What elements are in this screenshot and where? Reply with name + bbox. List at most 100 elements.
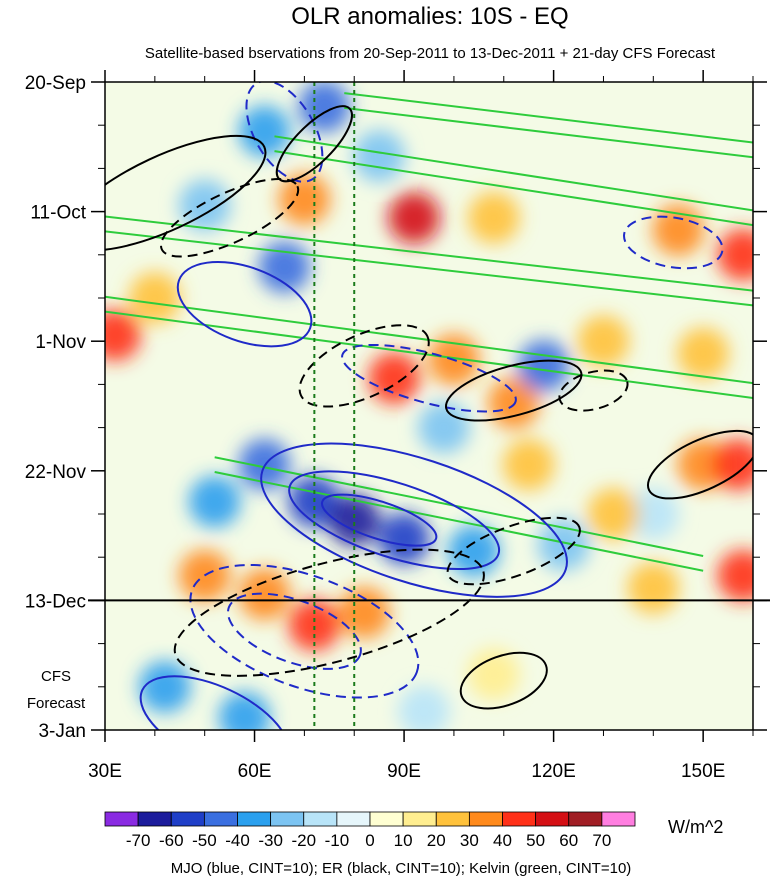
kelvin-contour-3-0	[214, 456, 704, 557]
colorbar-label-12: 50	[526, 831, 545, 850]
anomaly-blob-28	[712, 438, 753, 491]
colorbar-swatch-10	[435, 811, 470, 827]
anomaly-blob-40	[398, 685, 450, 730]
er-contour-8	[173, 548, 485, 677]
x-tick-label-3: 120E	[531, 761, 575, 782]
anomaly-blob-18	[418, 401, 470, 454]
kelvin-contour-1-0	[105, 215, 753, 292]
colorbar-swatch-1	[137, 811, 172, 827]
anomaly-blob-8	[652, 204, 705, 257]
y-tick-label-3: 22-Nov	[25, 462, 87, 483]
y-tick-label-5: 3-Jan	[38, 721, 86, 742]
mjo-contour-0	[245, 82, 324, 183]
colorbar-label-6: -10	[325, 831, 350, 850]
anomaly-blob-26	[627, 488, 680, 540]
colorbar-label-13: 60	[559, 831, 578, 850]
colorbar-label-1: -60	[159, 831, 184, 850]
anomaly-blob-10	[128, 272, 181, 324]
kelvin-contour-4-1	[344, 106, 753, 159]
x-tick-label-0: 30E	[88, 761, 122, 782]
anomaly-blob-36	[717, 549, 753, 602]
anomaly-blob-6	[388, 191, 440, 244]
colorbar-label-11: 40	[493, 831, 512, 850]
y-axis: 20-Sep 11-Oct 1-Nov 22-Nov 13-Dec 3-Jan	[25, 73, 767, 742]
colorbar-swatch-15	[601, 811, 636, 827]
mjo-contour-8	[139, 675, 290, 730]
colorbar-swatch-8	[369, 811, 404, 827]
colorbar-label-5: -20	[291, 831, 316, 850]
er-contour-1	[160, 178, 300, 258]
kelvin-contour-4-0	[344, 92, 753, 144]
plot-background	[105, 82, 753, 730]
anomaly-blob-15	[577, 315, 630, 368]
colorbar-swatch-5	[270, 811, 305, 827]
y-tick-label-4: 13-Dec	[25, 591, 86, 612]
anomaly-blob-7	[467, 191, 520, 244]
chart-subtitle: Satellite-based bservations from 20-Sep-…	[145, 45, 716, 62]
colorbar-label-2: -50	[192, 831, 217, 850]
er-contour-5	[446, 516, 581, 586]
colorbar-label-10: 30	[460, 831, 479, 850]
anomaly-blob-14	[487, 377, 540, 429]
kelvin-contour-1-1	[105, 230, 753, 307]
er-contour-7	[459, 651, 548, 710]
anomaly-blob-29	[587, 488, 640, 540]
colorbar-units: W/m^2	[668, 817, 723, 837]
x-axis: 30E 60E 90E 120E 150E	[88, 70, 754, 782]
plot-area	[105, 82, 753, 730]
colorbar-swatch-2	[170, 811, 205, 827]
colorbar: -70 -60 -50 -40 -30 -20 -10 0 10 20 30 40 50 60 70	[104, 811, 636, 850]
anomaly-blob-21	[328, 494, 381, 547]
forecast-label-line1: CFS	[41, 668, 71, 685]
mjo-contour-3	[260, 442, 568, 598]
anomaly-blob-38	[218, 691, 271, 730]
er-contour-6	[646, 429, 753, 500]
colorbar-label-14: 70	[592, 831, 611, 850]
mjo-contour-5	[321, 493, 438, 547]
chart-title: OLR anomalies: 10S - EQ	[291, 3, 568, 30]
colorbar-swatch-9	[402, 811, 437, 827]
mjo-contour-6	[189, 563, 420, 699]
er-contour-9	[275, 105, 353, 183]
er-contour-4	[558, 369, 629, 412]
y-tick-label-2: 1-Nov	[35, 332, 86, 353]
anomaly-blob-12	[368, 352, 421, 405]
reference-lines	[313, 82, 356, 730]
contour-legend-footer: MJO (blue, CINT=10); ER (black, CINT=10)…	[171, 860, 632, 877]
forecast-label-line2: Forecast	[27, 695, 86, 712]
anomaly-blob-35	[627, 562, 680, 614]
anomaly-blob-11	[105, 309, 141, 361]
anomaly-blob-22	[378, 512, 430, 565]
anomaly-blob-34	[338, 586, 391, 639]
mjo-contours	[139, 82, 724, 730]
colorbar-label-0: -70	[126, 831, 151, 850]
colorbar-label-3: -40	[225, 831, 250, 850]
anomaly-blob-25	[537, 518, 590, 571]
mjo-contour-2	[341, 343, 517, 413]
colorbar-label-9: 20	[427, 831, 446, 850]
colorbar-label-4: -30	[258, 831, 283, 850]
anomaly-blob-9	[717, 228, 753, 281]
anomaly-blob-0	[238, 105, 291, 158]
x-tick-label-4: 150E	[681, 761, 725, 782]
er-contour-2	[298, 324, 430, 408]
colorbar-swatch-7	[336, 811, 371, 827]
mjo-contour-7	[226, 592, 362, 670]
anomaly-blob-30	[502, 438, 555, 491]
colorbar-label-8: 10	[394, 831, 413, 850]
colorbar-label-7: 0	[365, 831, 374, 850]
anomaly-blob-16	[677, 327, 730, 380]
kelvin-contour-2-1	[105, 310, 753, 399]
mjo-contour-9	[623, 215, 724, 270]
mjo-contour-1	[176, 260, 313, 348]
anomaly-blob-37	[138, 660, 191, 713]
anomaly-blob-33	[288, 599, 341, 651]
x-tick-label-2: 90E	[387, 761, 421, 782]
colorbar-swatch-13	[535, 811, 570, 827]
anomaly-blob-24	[188, 475, 241, 528]
er-contour-3	[445, 359, 583, 422]
colorbar-swatch-11	[468, 811, 503, 827]
er-contours	[105, 105, 753, 710]
kelvin-contour-3-1	[214, 471, 704, 572]
